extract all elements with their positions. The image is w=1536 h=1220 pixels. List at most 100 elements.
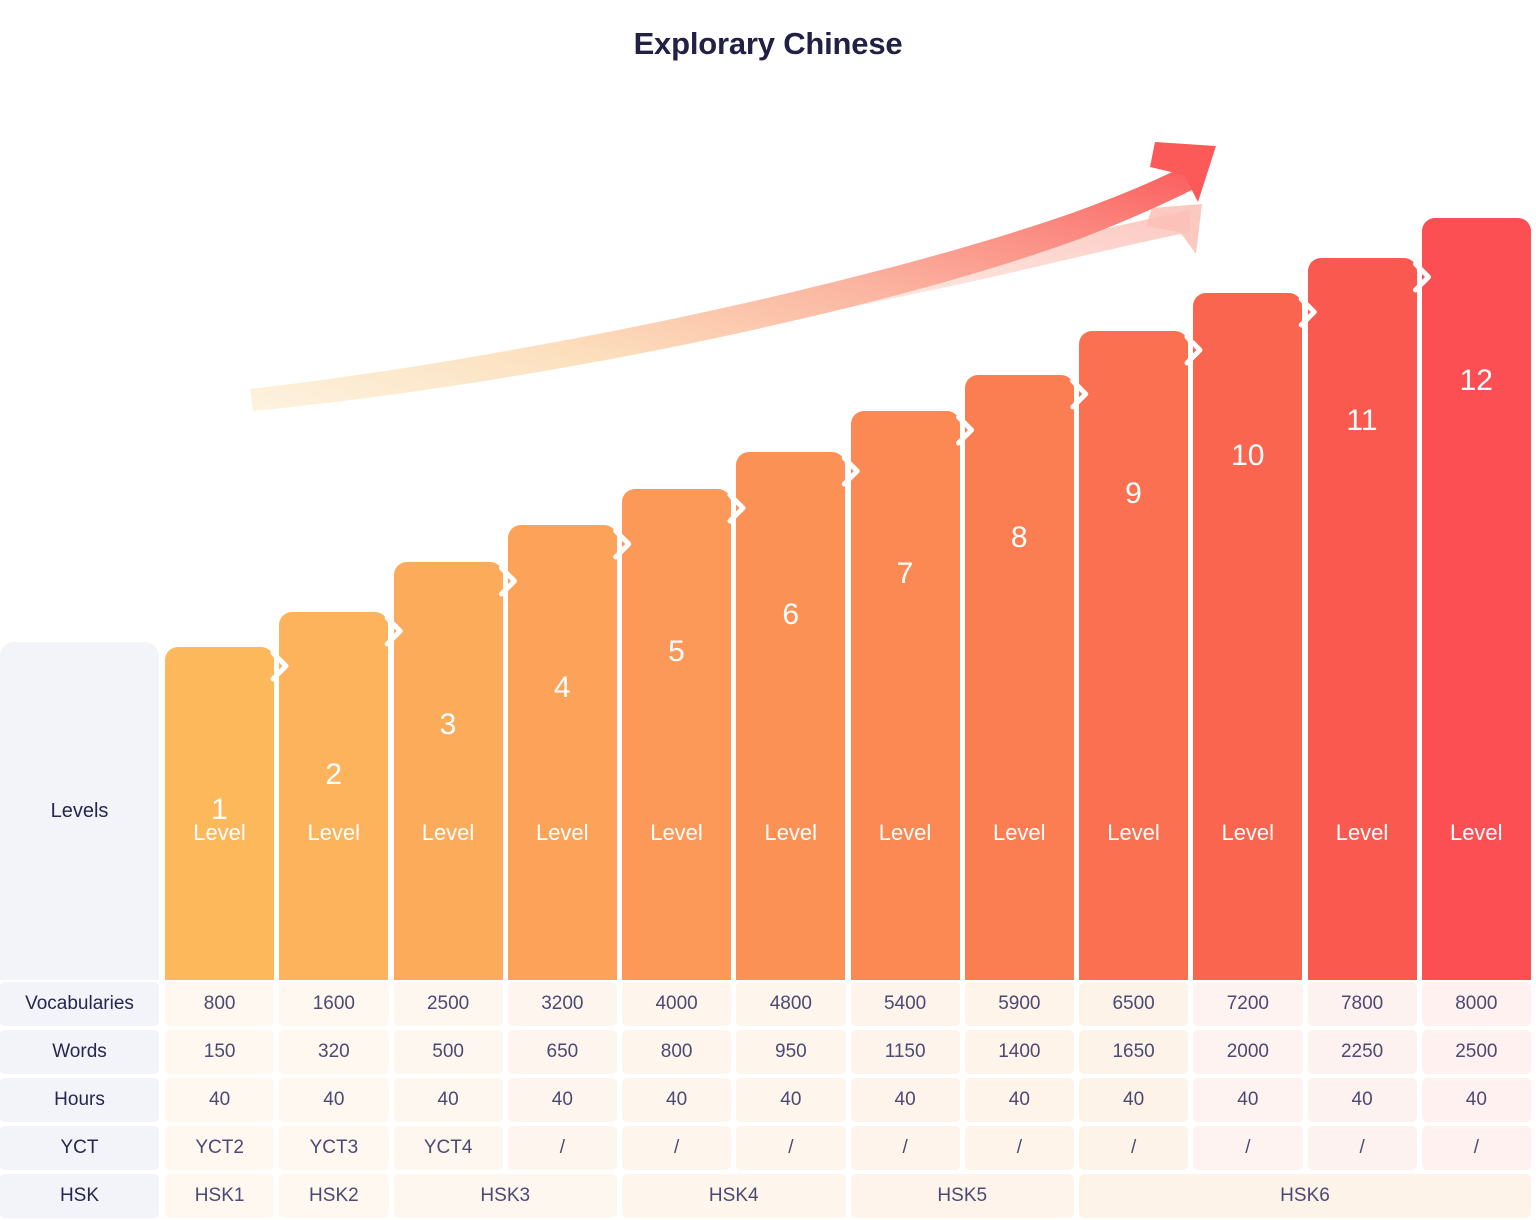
level-bar[interactable]: 5 Level (622, 489, 731, 980)
level-word-label: Level (1335, 820, 1389, 845)
table-cell: 950 (736, 1030, 846, 1074)
table-cell: 5900 (964, 982, 1074, 1026)
table-cell: 2250 (1307, 1030, 1417, 1074)
bars-group: 1 Level 2 Level 3 Level 4 Level 5 Level 6 Level 7 Lev… (165, 218, 1531, 980)
level-word-label: Level (992, 820, 1046, 845)
table-cell: 40 (736, 1078, 846, 1122)
table-cell: / (1079, 1126, 1189, 1170)
table-cell: YCT4 (393, 1126, 503, 1170)
table-cell: 800 (165, 982, 275, 1026)
level-bar[interactable]: 1 Level (165, 647, 274, 980)
level-word-label: Level (1107, 820, 1160, 845)
bar-notch-icon (1070, 378, 1089, 410)
level-bar[interactable]: 4 Level (507, 525, 617, 980)
table-row-label: Words (0, 1030, 159, 1074)
table-cell: 40 (964, 1078, 1074, 1122)
table-cell: 4000 (622, 982, 732, 1026)
table-cell: 40 (1307, 1078, 1417, 1122)
level-word-label: Level (1449, 820, 1503, 845)
table-cell: / (507, 1126, 617, 1170)
levels-panel-label: Levels (50, 799, 109, 822)
level-word-label: Level (193, 820, 246, 845)
table-row-label: YCT (0, 1126, 159, 1170)
bar-notch-icon (499, 565, 517, 597)
level-bar[interactable]: 9 Level (1079, 331, 1188, 980)
table-cell: 320 (279, 1030, 389, 1074)
level-bar[interactable]: 11 Level (1307, 258, 1417, 980)
bar-notch-icon (270, 650, 289, 682)
table-cell: 40 (393, 1078, 503, 1122)
level-bar[interactable]: 6 Level (736, 452, 846, 980)
table-cell: 40 (850, 1078, 960, 1122)
table-cell: HSK5 (850, 1174, 1074, 1218)
level-number: 12 (1459, 364, 1493, 397)
level-word-label: Level (535, 820, 589, 845)
table-cell: 1600 (279, 982, 389, 1026)
table-cell: / (850, 1126, 960, 1170)
table-cell: 40 (622, 1078, 732, 1122)
table-cell: HSK4 (622, 1174, 846, 1218)
table-cell: 4800 (736, 982, 846, 1026)
table-cell: / (1421, 1126, 1531, 1170)
table-cell: 7200 (1193, 982, 1303, 1026)
bar-notch-icon (956, 414, 974, 446)
table-cell: 650 (507, 1030, 617, 1074)
page-title: Explorary Chinese (633, 26, 903, 61)
table-cell: / (964, 1126, 1074, 1170)
table-row-label: HSK (0, 1174, 159, 1218)
level-number: 2 (325, 758, 343, 791)
table-cell: HSK1 (165, 1174, 275, 1218)
table-cell: / (622, 1126, 732, 1170)
table-cell: 40 (165, 1078, 275, 1122)
table-cell: / (1307, 1126, 1417, 1170)
table-cell: 1650 (1079, 1030, 1189, 1074)
table-cell: 500 (393, 1030, 503, 1074)
bar-notch-icon (841, 455, 860, 487)
table-row-label: Hours (0, 1078, 159, 1122)
level-bar[interactable]: 3 Level (393, 562, 503, 980)
level-number: 1 (211, 793, 228, 826)
level-bar[interactable]: 7 Level (850, 411, 960, 980)
table-cell: 2000 (1193, 1030, 1303, 1074)
table-cell: 40 (507, 1078, 617, 1122)
table-cell: 800 (622, 1030, 732, 1074)
table-cell: 8000 (1421, 982, 1531, 1026)
bar-notch-icon (1298, 296, 1317, 328)
bar-notch-icon (613, 528, 632, 560)
level-word-label: Level (764, 820, 818, 845)
table-cell: 40 (279, 1078, 389, 1122)
level-number: 3 (439, 708, 457, 741)
level-number: 4 (553, 671, 571, 704)
table-cell: 5400 (850, 982, 960, 1026)
data-table: Vocabularies 800 1600 2500 3200 4000 4800 5400 5… (0, 980, 1536, 1220)
table-cell: 2500 (393, 982, 503, 1026)
level-bar[interactable]: 2 Level (279, 612, 389, 980)
level-bar[interactable]: 12 Level (1421, 218, 1531, 980)
level-number: 9 (1125, 477, 1142, 510)
table-row: Hours 40 40 40 40 40 40 40 40 40 40 40 40 (0, 1076, 1536, 1124)
table-cell: YCT3 (279, 1126, 389, 1170)
table-cell: 2500 (1421, 1030, 1531, 1074)
table-cell: 40 (1193, 1078, 1303, 1122)
level-number: 8 (1010, 521, 1028, 554)
bar-notch-icon (1413, 261, 1431, 293)
table-cell: HSK2 (279, 1174, 389, 1218)
level-number: 5 (668, 635, 685, 668)
level-bar[interactable]: 8 Level (964, 375, 1074, 980)
table-cell: HSK3 (393, 1174, 617, 1218)
table-row: YCT YCT2 YCT3 YCT4// / / / / / / / (0, 1124, 1536, 1172)
table-cell: 150 (165, 1030, 275, 1074)
table-cell: 40 (1079, 1078, 1189, 1122)
bar-notch-icon (727, 492, 746, 524)
table-cell: / (1193, 1126, 1303, 1170)
level-word-label: Level (650, 820, 703, 845)
level-word-label: Level (307, 820, 361, 845)
level-number: 6 (782, 598, 800, 631)
table-cell: 6500 (1079, 982, 1189, 1026)
table-row: Vocabularies 800 1600 2500 3200 4000 4800 5400 5… (0, 980, 1536, 1028)
level-word-label: Level (421, 820, 475, 845)
level-bar[interactable]: 10 Level (1193, 293, 1303, 980)
table-cell: / (736, 1126, 846, 1170)
table-cell: 3200 (507, 982, 617, 1026)
